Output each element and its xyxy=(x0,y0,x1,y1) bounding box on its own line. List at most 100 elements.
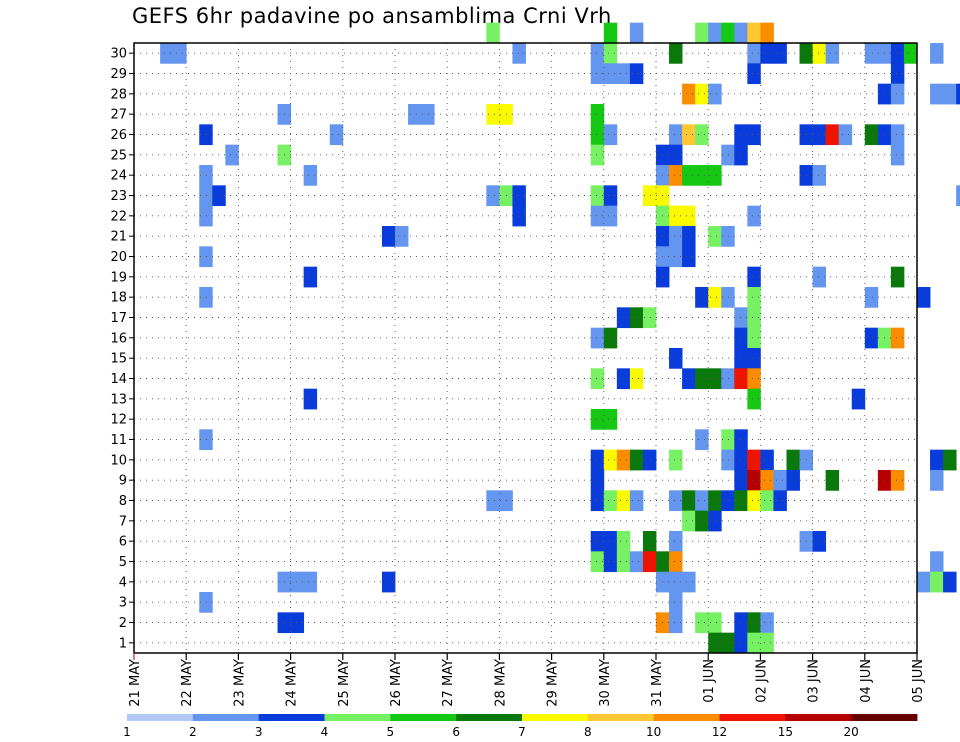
heatmap-cell xyxy=(890,43,905,64)
heatmap-cell xyxy=(760,43,774,64)
legend-color-swatch xyxy=(192,714,260,721)
y-tick-label: 10 xyxy=(110,453,127,468)
heatmap-cell xyxy=(760,612,774,634)
y-tick-label: 21 xyxy=(110,230,127,245)
legend-label: 10 xyxy=(646,725,661,739)
heatmap-cell xyxy=(642,551,657,573)
heatmap-cell xyxy=(708,83,722,105)
heatmap-cell xyxy=(760,449,774,471)
heatmap-cell xyxy=(199,246,213,268)
heatmap-cell xyxy=(956,185,960,207)
heatmap-cell xyxy=(812,266,827,288)
y-tick-label: 16 xyxy=(110,331,127,346)
heatmap-cell xyxy=(747,388,761,410)
heatmap-cell xyxy=(930,43,944,64)
legend-label: 1 xyxy=(123,725,131,739)
heatmap-cell xyxy=(695,510,709,532)
heatmap-cell xyxy=(734,632,748,654)
heatmap-cell xyxy=(812,43,827,64)
heatmap-cell xyxy=(721,22,735,44)
x-axis-ticks: 21 MAY 22 MAY 23 MAY 24 MAY 25 MAY 26 MAY 27 M… xyxy=(128,653,926,707)
heatmap-cell xyxy=(669,531,683,552)
heatmap-cell xyxy=(395,226,409,247)
heatmap-cell xyxy=(747,124,761,146)
heatmap-cell xyxy=(773,43,787,64)
heatmap-cell xyxy=(825,124,840,146)
heatmap-cell xyxy=(682,571,696,593)
y-tick-label: 28 xyxy=(110,87,127,102)
heatmap-cell xyxy=(642,307,657,329)
color-legend: 1 2 3 4 5 6 7 8 10 12 15 20 xyxy=(123,714,918,739)
heatmap-cell xyxy=(590,470,605,491)
y-tick-label: 7 xyxy=(119,514,127,529)
heatmap-cell xyxy=(708,510,722,532)
heatmap-cell xyxy=(917,287,931,308)
legend-label: 6 xyxy=(452,725,460,739)
x-tick-label: 25 MAY xyxy=(337,659,352,707)
x-tick-label: 03 JUN xyxy=(807,659,822,703)
y-tick-label: 5 xyxy=(119,555,127,570)
heatmap-cell xyxy=(199,185,213,207)
x-tick-label: 24 MAY xyxy=(285,659,300,707)
heatmap-cell xyxy=(629,551,644,573)
heatmap-cell xyxy=(408,104,422,125)
heatmap-cell xyxy=(629,22,644,44)
legend-color-swatch xyxy=(522,714,589,721)
heatmap-cell xyxy=(734,22,748,44)
heatmap-cell xyxy=(199,287,213,308)
x-tick-label: 30 MAY xyxy=(598,659,613,707)
heatmap-cell xyxy=(708,22,722,44)
heatmap-cell xyxy=(669,205,683,227)
heatmap-cell xyxy=(616,449,631,471)
heatmap-cell xyxy=(512,205,526,227)
heatmap-cell xyxy=(303,165,318,186)
legend-color-swatch xyxy=(587,714,655,721)
heatmap-cell xyxy=(642,531,657,552)
heatmap-cell xyxy=(943,571,957,593)
y-tick-label: 2 xyxy=(119,616,127,631)
heatmap-cell xyxy=(930,470,944,491)
legend-color-swatch xyxy=(851,714,918,721)
heatmap-cell xyxy=(930,449,944,471)
heatmap-cell xyxy=(590,368,605,390)
heatmap-cell xyxy=(721,429,735,451)
legend-color-swatch xyxy=(785,714,852,721)
heatmap-cell xyxy=(747,470,761,491)
y-tick-label: 17 xyxy=(110,311,127,326)
y-tick-label: 8 xyxy=(119,494,127,509)
heatmap-cell xyxy=(734,612,748,634)
heatmap-cell xyxy=(747,368,761,390)
heatmap-cell xyxy=(747,490,761,512)
heatmap-cell xyxy=(708,632,722,654)
heatmap-cell xyxy=(747,287,761,308)
heatmap-cell xyxy=(199,429,213,451)
heatmap-cell xyxy=(669,124,683,146)
heatmap-cell xyxy=(629,449,644,471)
y-tick-label: 30 xyxy=(110,47,127,62)
heatmap-cell xyxy=(603,205,618,227)
y-tick-label: 6 xyxy=(119,535,127,550)
heatmap-cell xyxy=(199,592,213,613)
heatmap-cell xyxy=(721,490,735,512)
heatmap-cell xyxy=(734,429,748,451)
heatmap-cell xyxy=(890,266,905,288)
heatmap-cell xyxy=(590,185,605,207)
legend-color-swatch xyxy=(719,714,786,721)
heatmap-cell xyxy=(734,327,748,349)
heatmap-cell xyxy=(616,368,631,390)
heatmap-cell xyxy=(199,205,213,227)
heatmap-cell xyxy=(760,632,774,654)
heatmap-cell xyxy=(760,22,774,44)
heatmap-cell xyxy=(890,63,905,85)
heatmap-cell xyxy=(851,388,866,410)
x-tick-label: 21 MAY xyxy=(128,659,143,707)
y-tick-label: 12 xyxy=(110,413,127,428)
heatmap-cell xyxy=(864,327,879,349)
legend-label: 15 xyxy=(778,725,793,739)
heatmap-cell xyxy=(721,287,735,308)
x-tick-label: 22 MAY xyxy=(180,659,195,707)
x-tick-label: 02 JUN xyxy=(754,659,769,703)
x-tick-label: 01 JUN xyxy=(702,659,717,703)
heatmap-cell xyxy=(943,449,957,471)
heatmap-cell xyxy=(734,470,748,491)
